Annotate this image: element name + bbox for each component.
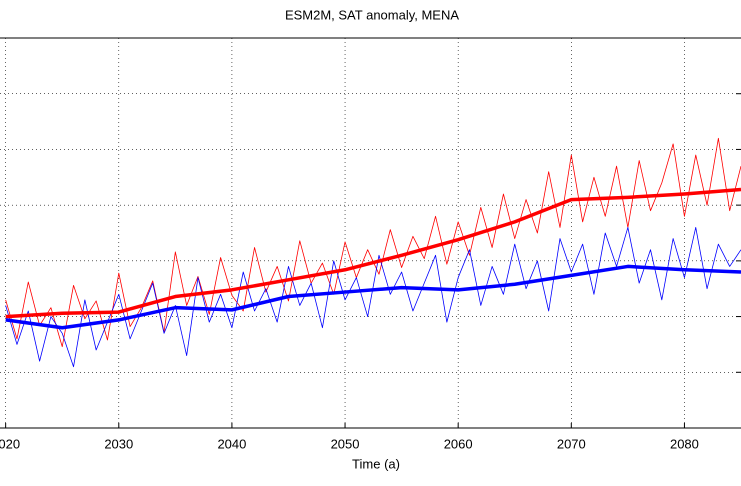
- line: [5, 187, 741, 319]
- x-axis-label: Time (a): [352, 456, 400, 471]
- x-tick-label: 2070: [557, 436, 586, 451]
- x-tick-label: 2030: [104, 436, 133, 451]
- chart-title: ESM2M, SAT anomaly, MENA: [285, 7, 459, 22]
- line: [5, 264, 741, 330]
- x-tick-label: 2060: [444, 436, 473, 451]
- x-tick-label: 2080: [670, 436, 699, 451]
- x-tick-label: 2040: [217, 436, 246, 451]
- line: [5, 227, 741, 368]
- x-tick-label: 2050: [331, 436, 360, 451]
